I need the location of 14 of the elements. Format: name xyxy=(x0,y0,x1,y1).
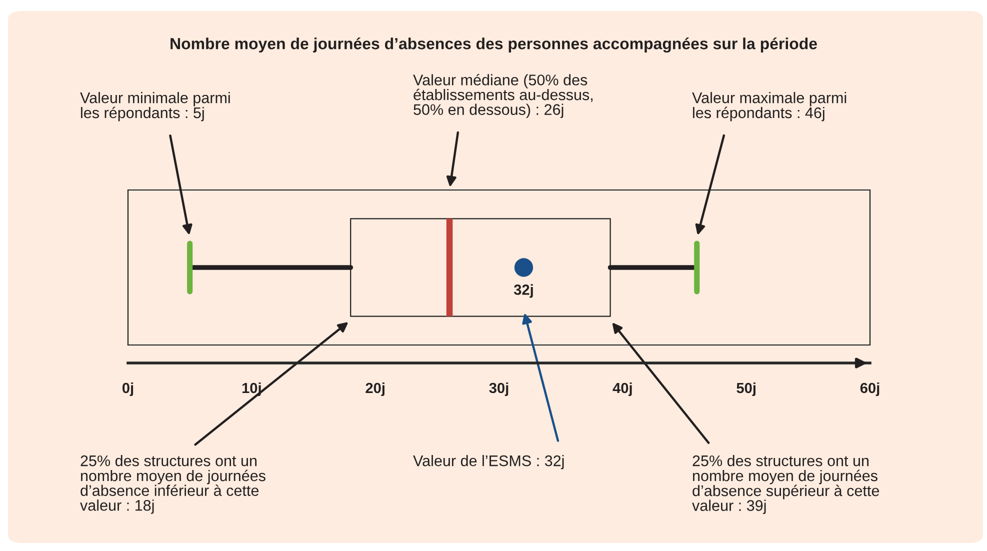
x-tick-label: 0j xyxy=(122,382,134,396)
text: 25% des structures ont un nombre moyen de journées d’absence inférieur à cette valeur : 18j xyxy=(80,455,266,514)
text: Valeur maximale parmi les répondants : 46j xyxy=(692,92,846,122)
text: Valeur minimale parmi les répondants : 5j xyxy=(80,92,230,122)
x-tick-label: 60j xyxy=(860,382,880,396)
x-tick-label: 20j xyxy=(366,382,384,396)
text: Valeur de l’ESMS : 32j xyxy=(413,455,564,470)
x-tick-label: 50j xyxy=(736,382,756,396)
text: 25% des structures ont un nombre moyen de journées d’absence supérieur à cette valeur : 39j xyxy=(692,455,880,514)
text: Valeur médiane (50% des établissements au-dessus, 50% en dessous) : 26j xyxy=(413,74,593,118)
x-tick-label: 30j xyxy=(489,382,508,396)
data-label: 32j xyxy=(514,284,533,298)
x-tick-label: 40j xyxy=(612,382,632,396)
chart-title: Nombre moyen de journées d’absences des personnes accompagnées sur la période xyxy=(170,37,817,53)
